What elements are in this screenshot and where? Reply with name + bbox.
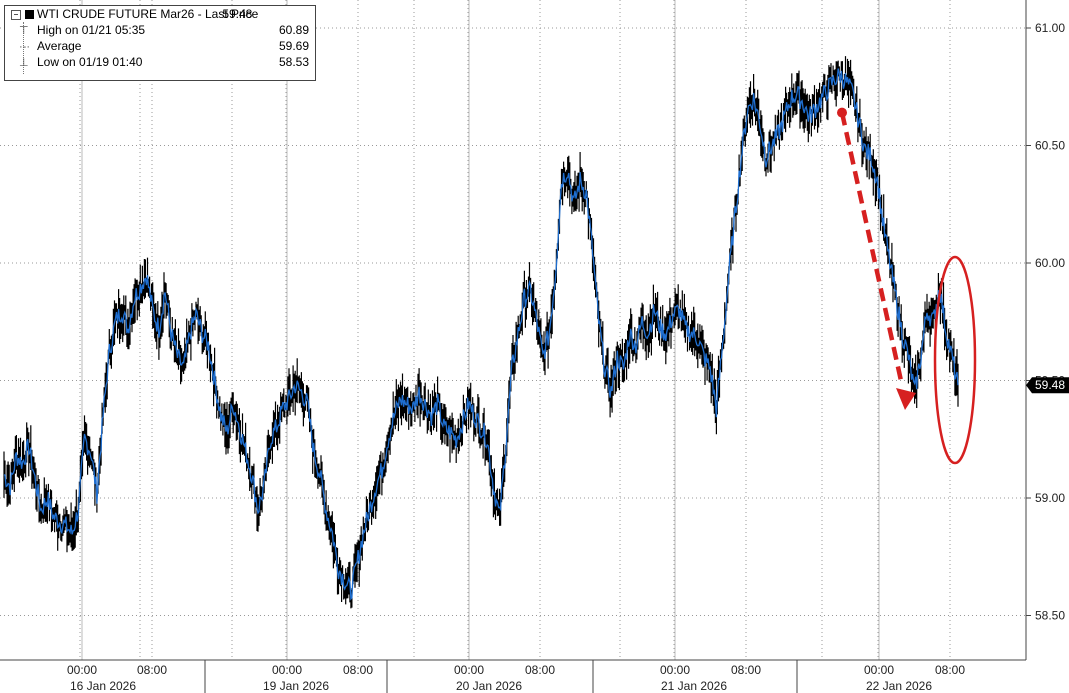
x-date-label: 20 Jan 2026 bbox=[456, 679, 522, 693]
legend-row-low: ⊥ Low on 01/19 01:40 58.53 bbox=[5, 54, 315, 70]
series-layer bbox=[3, 56, 959, 609]
y-tick-label: 61.00 bbox=[1035, 21, 1065, 35]
down-arrow-head bbox=[896, 388, 916, 410]
legend-row-value: 59.69 bbox=[278, 39, 309, 53]
x-date-label: 16 Jan 2026 bbox=[70, 679, 136, 693]
y-tick-label: 60.50 bbox=[1035, 139, 1065, 153]
legend-title: WTI CRUDE FUTURE Mar26 - Last Price bbox=[37, 7, 259, 21]
high-marker-icon: ⊤ bbox=[19, 25, 29, 37]
y-tick-label: 60.00 bbox=[1035, 256, 1065, 270]
legend-last-value: 59.48 bbox=[222, 7, 253, 21]
last-price-badge bbox=[1026, 377, 1069, 394]
legend-row-average: ·-· Average 59.69 bbox=[5, 38, 315, 54]
recent-price-circle bbox=[933, 255, 977, 465]
price-candles bbox=[3, 56, 959, 609]
down-arrow-tail-dot bbox=[837, 107, 847, 118]
legend-title-row: WTI CRUDE FUTURE Mar26 - Last Price 59.4… bbox=[5, 6, 315, 22]
x-tick-label: 00:00 bbox=[67, 663, 97, 677]
grid-lines bbox=[0, 0, 1026, 660]
legend-row-high: ⊤ High on 01/21 05:35 60.89 bbox=[5, 22, 315, 38]
series-swatch-icon bbox=[25, 10, 34, 19]
axis-ticks: 61.0060.5060.0059.5059.0058.5000:0008:00… bbox=[67, 21, 1065, 693]
average-marker-icon: ·-· bbox=[19, 41, 30, 53]
x-date-label: 19 Jan 2026 bbox=[263, 679, 329, 693]
legend-row-label: Average bbox=[37, 39, 82, 53]
legend-row-label: High on 01/21 05:35 bbox=[37, 23, 146, 37]
annotation-layer bbox=[837, 107, 977, 465]
x-tick-label: 00:00 bbox=[454, 663, 484, 677]
y-tick-label: 59.00 bbox=[1035, 491, 1065, 505]
x-tick-label: 00:00 bbox=[660, 663, 690, 677]
down-arrow-shaft bbox=[839, 112, 905, 386]
x-tick-label: 08:00 bbox=[525, 663, 555, 677]
x-tick-label: 08:00 bbox=[137, 663, 167, 677]
x-tick-label: 08:00 bbox=[731, 663, 761, 677]
legend-row-value: 58.53 bbox=[278, 55, 309, 69]
y-tick-label: 58.50 bbox=[1035, 609, 1065, 623]
low-marker-icon: ⊥ bbox=[19, 57, 29, 69]
collapse-box-icon[interactable] bbox=[11, 10, 21, 20]
x-tick-label: 00:00 bbox=[272, 663, 302, 677]
last-price-label: 59.48 bbox=[1035, 378, 1065, 392]
legend-row-label: Low on 01/19 01:40 bbox=[37, 55, 143, 69]
x-tick-label: 08:00 bbox=[935, 663, 965, 677]
last-price-marker: 59.48 bbox=[1026, 377, 1069, 394]
x-tick-label: 08:00 bbox=[343, 663, 373, 677]
price-line bbox=[3, 68, 959, 601]
legend-tree-line bbox=[23, 22, 24, 74]
x-date-label: 21 Jan 2026 bbox=[661, 679, 727, 693]
x-date-label: 22 Jan 2026 bbox=[866, 679, 932, 693]
x-tick-label: 00:00 bbox=[864, 663, 894, 677]
legend-box: WTI CRUDE FUTURE Mar26 - Last Price 59.4… bbox=[4, 5, 316, 81]
legend-row-value: 60.89 bbox=[278, 23, 309, 37]
